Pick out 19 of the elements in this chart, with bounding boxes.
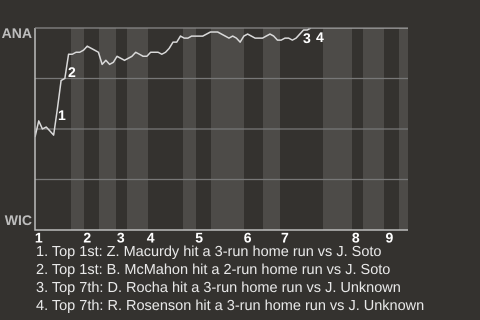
text: WIC xyxy=(4,212,32,228)
annotation: 2 xyxy=(68,64,76,80)
text: 3. Top 7th: D. Rocha hit a 3-run home run vs J. Unknown xyxy=(36,279,402,297)
x-tick-label: 2 xyxy=(83,229,92,246)
text: 2. Top 1st: B. McMahon hit a 2-run home run vs J. Soto xyxy=(36,261,392,279)
text: 1. Top 1st: Z. Macurdy hit a 3-run home run vs J. Soto xyxy=(36,244,382,260)
x-tick-label: 9 xyxy=(385,229,394,246)
x-tick-label: 4 xyxy=(146,229,155,246)
annotation: 4 xyxy=(316,29,324,45)
x-tick-label: 3 xyxy=(116,229,125,246)
x-tick-label: 8 xyxy=(352,229,360,246)
annotation: 3 xyxy=(303,30,311,46)
x-tick-label: 7 xyxy=(281,229,290,246)
annotation: 1 xyxy=(58,107,66,123)
x-tick-label: 5 xyxy=(195,229,204,246)
x-tick-label: 6 xyxy=(244,229,252,246)
text: 4. Top 7th: R. Rosenson hit a 3-run home run vs J. Unknown xyxy=(36,297,424,315)
x-tick-label: 1 xyxy=(34,229,43,246)
text: ANA xyxy=(2,25,32,41)
